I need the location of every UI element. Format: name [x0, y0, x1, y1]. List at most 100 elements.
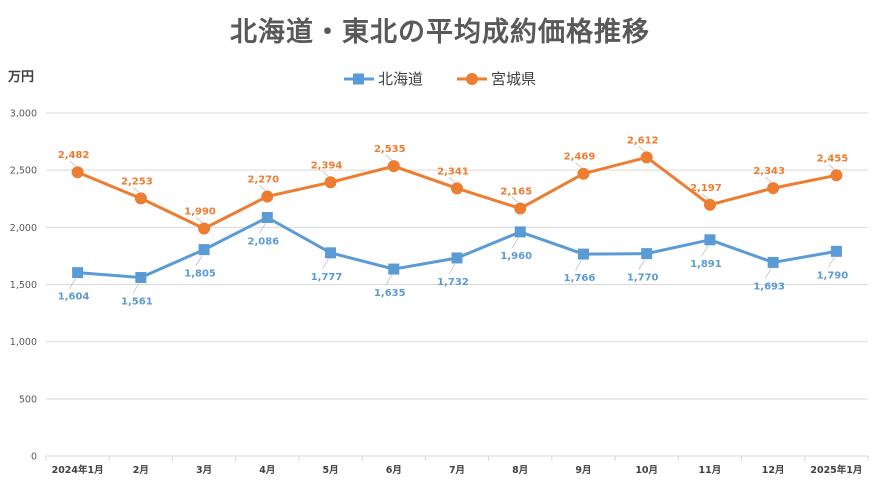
- data-point-circle: [767, 182, 780, 195]
- data-label-leader: [195, 217, 203, 223]
- data-label: 1,635: [374, 288, 406, 299]
- data-point-circle: [261, 190, 274, 203]
- data-label: 1,693: [753, 281, 785, 292]
- data-label-leader: [322, 170, 329, 177]
- y-tick-label: 0: [31, 452, 37, 463]
- data-label: 1,990: [184, 206, 216, 217]
- y-tick-label: 3,000: [10, 109, 37, 120]
- data-label-leader: [511, 197, 519, 203]
- data-label: 2,270: [247, 174, 279, 185]
- data-label: 1,891: [690, 259, 722, 270]
- data-label-leader: [69, 278, 76, 289]
- data-label-leader: [764, 176, 772, 183]
- data-label-leader: [828, 257, 835, 268]
- data-point-circle: [703, 198, 716, 211]
- data-label-leader: [195, 255, 203, 266]
- data-point-circle: [640, 151, 653, 164]
- data-label-leader: [638, 146, 645, 152]
- data-point-square: [198, 244, 210, 256]
- data-point-square: [325, 247, 337, 259]
- x-tick-label: 4月: [259, 465, 275, 476]
- data-label: 1,790: [817, 270, 849, 281]
- y-tick-label: 1,000: [10, 337, 37, 348]
- data-label-leader: [511, 237, 519, 249]
- data-label: 2,165: [500, 186, 532, 197]
- data-point-square: [641, 248, 653, 260]
- data-label: 1,777: [311, 272, 343, 283]
- data-label-leader: [701, 193, 709, 200]
- data-point-square: [135, 272, 147, 284]
- legend-label-miyagi: 宮城県: [491, 70, 537, 88]
- legend-marker-square-icon: [343, 73, 374, 84]
- data-point-circle: [387, 160, 400, 173]
- data-label-leader: [638, 259, 646, 270]
- data-label-leader: [322, 258, 329, 270]
- data-label: 2,343: [753, 166, 785, 177]
- data-point-square: [830, 245, 842, 257]
- x-tick-label: 6月: [386, 465, 402, 476]
- data-label: 2,482: [58, 150, 90, 161]
- data-label-leader: [764, 268, 772, 279]
- data-point-circle: [324, 176, 337, 189]
- y-tick-label: 2,000: [10, 223, 37, 234]
- data-label: 2,086: [247, 237, 279, 248]
- data-label: 2,455: [817, 153, 849, 164]
- data-point-circle: [514, 202, 527, 215]
- x-tick-label: 5月: [322, 465, 338, 476]
- data-label-leader: [69, 160, 76, 167]
- x-tick-label: 10月: [635, 465, 658, 476]
- y-tick-label: 500: [19, 394, 37, 405]
- x-tick-label: 12月: [762, 465, 785, 476]
- data-label-leader: [448, 263, 456, 275]
- data-point-circle: [577, 167, 590, 180]
- chart-title: 北海道・東北の平均成約価格推移: [230, 17, 650, 48]
- data-label: 2,612: [627, 135, 659, 146]
- data-label: 1,766: [564, 273, 596, 284]
- data-point-square: [388, 263, 400, 275]
- data-label: 2,535: [374, 144, 406, 155]
- data-label-leader: [385, 154, 393, 161]
- x-tick-label: 2025年1月: [810, 464, 862, 476]
- data-label: 2,469: [564, 152, 596, 163]
- data-point-circle: [198, 222, 211, 235]
- data-label-leader: [828, 164, 835, 170]
- data-point-square: [767, 256, 779, 268]
- data-label: 2,394: [311, 160, 343, 171]
- data-label-leader: [259, 185, 266, 191]
- y-tick-label: 2,500: [10, 166, 37, 177]
- x-tick-label: 2月: [133, 465, 149, 476]
- x-tick-label: 9月: [575, 465, 591, 476]
- data-label-leader: [132, 283, 140, 294]
- data-label: 1,960: [500, 251, 532, 262]
- data-label: 2,253: [121, 176, 153, 187]
- data-point-circle: [451, 182, 463, 195]
- legend-label-hokkaido: 北海道: [377, 70, 423, 88]
- data-point-square: [72, 267, 84, 279]
- y-axis-unit-label: 万円: [8, 70, 35, 85]
- data-label-leader: [448, 177, 456, 183]
- data-label-leader: [575, 162, 582, 169]
- data-label: 1,805: [184, 269, 216, 280]
- x-tick-label: 11月: [699, 465, 722, 476]
- data-point-circle: [830, 169, 843, 182]
- data-point-square: [261, 212, 273, 224]
- data-label: 1,732: [437, 277, 469, 288]
- data-label-leader: [385, 274, 393, 286]
- legend-item-miyagi: 宮城県: [457, 68, 536, 89]
- data-point-square: [577, 248, 589, 260]
- data-point-circle: [71, 166, 84, 179]
- legend-item-hokkaido: 北海道: [343, 68, 423, 89]
- data-label-leader: [575, 259, 582, 271]
- data-label-leader: [132, 187, 140, 193]
- data-label: 1,770: [627, 273, 659, 284]
- data-label: 1,561: [121, 297, 153, 308]
- x-tick-label: 7月: [449, 465, 465, 476]
- data-label: 1,604: [58, 292, 90, 303]
- x-tick-label: 2024年1月: [52, 464, 104, 476]
- data-point-circle: [134, 192, 147, 205]
- data-label: 2,341: [437, 166, 469, 177]
- x-tick-label: 3月: [196, 465, 212, 476]
- legend: 北海道 宮城県: [0, 68, 880, 89]
- data-point-square: [514, 226, 526, 238]
